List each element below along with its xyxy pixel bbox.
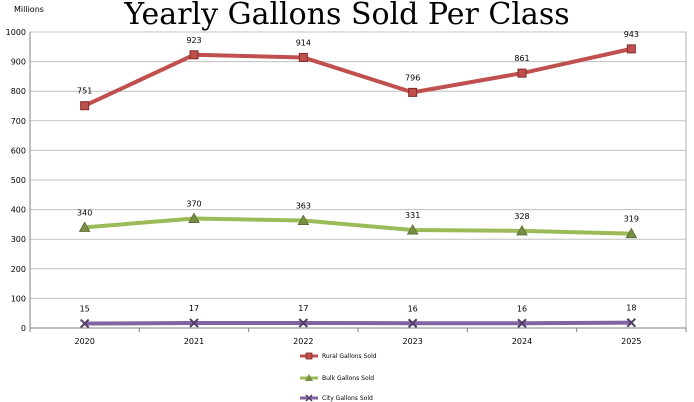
data-point-0 (408, 87, 418, 97)
data-label: 328 (514, 212, 529, 221)
y-tick-label: 1000 (6, 28, 26, 37)
data-label: 340 (77, 208, 92, 217)
legend-label-1: Bulk Gallons Sold (322, 375, 374, 382)
data-label: 319 (624, 215, 639, 224)
data-point-0 (626, 44, 636, 54)
data-point-1 (78, 221, 91, 232)
y-tick-label: 900 (11, 58, 26, 67)
data-point-1 (516, 224, 528, 236)
chart-title: Yearly Gallons Sold Per Class (123, 0, 569, 32)
data-point-0 (189, 50, 199, 60)
data-label: 16 (517, 304, 527, 313)
y-tick-label: 500 (11, 176, 26, 185)
data-point-2 (407, 318, 418, 328)
data-label: 370 (186, 199, 201, 208)
data-point-2 (79, 318, 90, 329)
data-point-2 (189, 318, 199, 328)
data-point-1 (297, 214, 310, 226)
data-label: 17 (298, 304, 308, 313)
data-point-0 (298, 52, 308, 62)
legend-label-2: City Gallons Sold (322, 395, 373, 402)
data-label: 796 (405, 73, 420, 82)
y-tick-label: 100 (11, 294, 26, 303)
y-tick-label: 800 (11, 87, 26, 96)
y-tick-label: 700 (11, 117, 26, 126)
x-tick-label: 2024 (512, 337, 532, 346)
data-point-1 (406, 223, 419, 235)
data-point-2 (517, 318, 527, 328)
series-line-1 (84, 216, 632, 236)
data-label: 751 (77, 87, 92, 96)
data-label: 18 (626, 304, 636, 313)
series-line-0 (83, 46, 632, 108)
plot-area: 0 100 200 300 400 500 600 700 800 900 1000 2020 2021… (6, 28, 687, 402)
y-tick-label: 0 (21, 324, 26, 333)
data-label: 16 (408, 304, 418, 313)
data-label: 861 (514, 54, 529, 63)
legend-marker-2 (305, 394, 313, 402)
x-tick-label: 2025 (621, 337, 641, 346)
data-label: 15 (80, 305, 90, 314)
data-point-1 (625, 227, 638, 239)
data-label: 17 (189, 304, 199, 313)
x-tick-label: 2023 (402, 337, 422, 346)
data-label: 331 (405, 211, 420, 220)
data-label: 914 (296, 38, 311, 47)
data-point-0 (80, 101, 90, 111)
y-tick-label: 200 (11, 265, 26, 274)
legend-marker-1 (305, 374, 313, 381)
data-point-0 (517, 68, 527, 78)
y-tick-label: 300 (11, 235, 26, 244)
y-tick-label: 400 (11, 206, 26, 215)
data-label: 923 (186, 36, 201, 45)
data-point-1 (188, 212, 200, 223)
x-tick-label: 2022 (293, 337, 313, 346)
legend-marker-0 (305, 352, 313, 360)
data-label: 363 (296, 202, 311, 211)
x-tick-label: 2020 (74, 337, 94, 346)
y-tick-label: 600 (11, 146, 26, 155)
y-unit-label: Millions (14, 5, 44, 14)
data-label: 943 (624, 30, 639, 39)
series-line-2 (84, 320, 632, 326)
x-tick-label: 2021 (184, 337, 204, 346)
data-point-2 (298, 318, 309, 328)
data-point-2 (626, 317, 637, 328)
legend-label-0: Rural Gallons Sold (322, 353, 377, 360)
